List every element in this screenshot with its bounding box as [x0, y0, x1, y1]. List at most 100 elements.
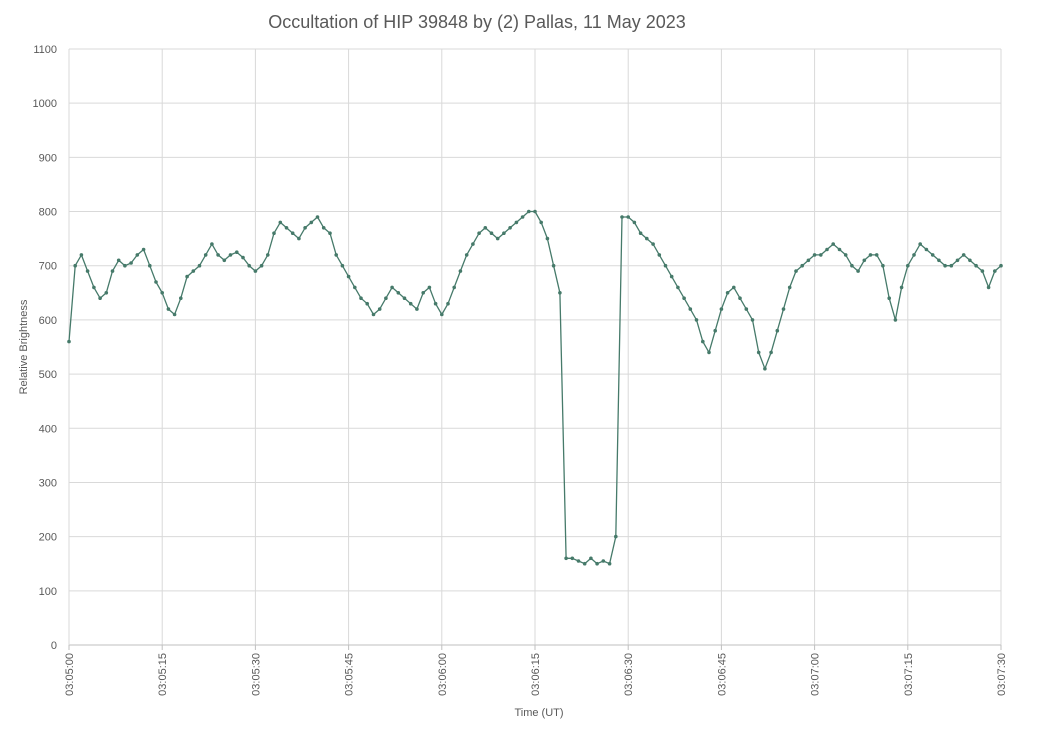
data-point	[129, 261, 133, 265]
data-point	[464, 253, 469, 257]
data-point	[551, 263, 556, 268]
data-point	[645, 236, 649, 241]
x-tick-labels: 03:05:00 03:05:15 03:05:30 03:05:45 03:06:00…	[64, 653, 1008, 696]
y-tick-label: 1000	[33, 98, 57, 110]
data-point	[974, 263, 978, 268]
data-point	[297, 236, 301, 241]
y-tick-label: 0	[51, 640, 57, 652]
data-point	[321, 226, 326, 230]
y-tick-label: 500	[39, 369, 57, 381]
data-point	[259, 263, 264, 268]
data-point	[769, 350, 773, 355]
x-axis-title: Time (UT)	[514, 707, 563, 719]
data-point	[110, 269, 115, 273]
data-point	[843, 253, 848, 257]
data-point	[346, 274, 351, 279]
y-tick-label: 600	[39, 315, 57, 327]
data-point	[961, 253, 966, 257]
data-point	[943, 263, 947, 268]
data-point	[309, 220, 314, 225]
y-tick-label: 300	[39, 477, 57, 489]
data-point	[918, 242, 922, 246]
data-point	[433, 301, 438, 306]
data-point	[141, 247, 146, 252]
data-point	[812, 253, 817, 257]
data-point	[353, 285, 357, 290]
y-tick-label: 700	[39, 261, 57, 273]
data-point	[868, 253, 873, 257]
data-point	[899, 285, 904, 290]
data-point	[315, 215, 320, 219]
data-point	[930, 253, 935, 257]
data-point	[763, 366, 767, 371]
data-point	[172, 312, 177, 317]
y-tick-label: 1100	[33, 44, 57, 56]
data-point	[340, 263, 345, 268]
data-point	[371, 312, 376, 317]
data-point	[701, 339, 705, 344]
data-point	[390, 285, 394, 290]
data-point	[533, 209, 537, 214]
y-tick-label: 400	[39, 423, 57, 435]
data-point	[440, 312, 444, 317]
data-point	[837, 247, 842, 252]
data-point	[421, 291, 426, 295]
data-point	[937, 258, 941, 263]
data-point	[365, 301, 370, 306]
data-point	[614, 534, 618, 539]
data-point	[694, 318, 699, 322]
data-point	[452, 285, 457, 290]
data-point	[415, 307, 419, 311]
data-point	[576, 559, 581, 563]
x-tick-label: 03:05:30	[250, 653, 262, 696]
data-point	[104, 291, 109, 295]
y-axis-title: Relative Brightness	[18, 299, 30, 394]
data-point	[993, 269, 997, 273]
data-point	[185, 274, 189, 279]
y-tick-label: 900	[39, 152, 57, 164]
data-point	[707, 350, 711, 355]
data-point	[756, 350, 761, 355]
data-point	[986, 285, 991, 290]
data-point	[663, 263, 668, 268]
data-point	[806, 258, 811, 263]
axes	[68, 49, 1002, 650]
data-point	[601, 559, 606, 563]
data-point	[210, 242, 214, 246]
data-point	[98, 296, 102, 301]
data-point	[874, 253, 879, 257]
x-tick-label: 03:06:45	[716, 653, 728, 696]
data-point	[334, 253, 339, 257]
data-point	[179, 296, 183, 301]
data-point	[831, 242, 835, 246]
data-point	[651, 242, 655, 246]
x-tick-label: 03:06:00	[437, 653, 449, 696]
data-point	[570, 556, 575, 561]
data-point	[92, 285, 96, 290]
data-point	[222, 258, 227, 263]
data-point	[508, 226, 512, 230]
data-point	[148, 263, 152, 268]
data-point	[794, 269, 798, 273]
data-point	[856, 269, 860, 273]
data-point	[558, 291, 562, 295]
plot-series	[67, 209, 1003, 566]
x-tick-label: 03:07:30	[996, 653, 1008, 696]
data-point	[657, 253, 662, 257]
data-point	[632, 220, 637, 225]
data-point	[787, 285, 792, 290]
data-point	[949, 263, 954, 268]
data-point	[999, 263, 1003, 268]
y-tick-labels: 0 100 200 300 400 500 600 700 800 900 1000 1100	[33, 44, 57, 652]
data-point	[775, 328, 780, 333]
data-point	[384, 296, 388, 301]
data-point	[489, 231, 494, 235]
data-point	[725, 291, 730, 295]
data-point	[607, 561, 612, 566]
data-point	[228, 253, 233, 257]
data-point	[67, 339, 71, 344]
data-point	[688, 307, 693, 311]
data-point	[191, 269, 196, 273]
data-point	[396, 291, 401, 295]
